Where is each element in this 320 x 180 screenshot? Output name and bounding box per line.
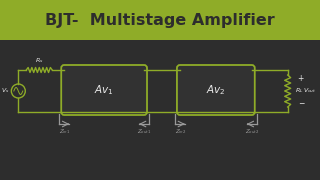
Text: $-$: $-$ [298,97,305,106]
Text: $Z_{out1}$: $Z_{out1}$ [137,127,151,136]
Text: +: + [298,74,304,83]
Text: BJT-  Multistage Amplifier: BJT- Multistage Amplifier [45,12,275,28]
Text: $R_s$: $R_s$ [35,56,44,65]
FancyBboxPatch shape [177,65,255,115]
Text: $V_{out}$: $V_{out}$ [303,87,316,95]
FancyBboxPatch shape [61,65,147,115]
Text: $Z_{in1}$: $Z_{in1}$ [59,127,71,136]
Text: $Z_{in2}$: $Z_{in2}$ [175,127,187,136]
Text: $R_L$: $R_L$ [295,87,303,95]
Text: $Av_1$: $Av_1$ [94,83,114,97]
Bar [0,0,320,40]
Text: $Av_2$: $Av_2$ [206,83,226,97]
Text: $Z_{out2}$: $Z_{out2}$ [245,127,259,136]
Text: $V_s$: $V_s$ [1,87,10,95]
